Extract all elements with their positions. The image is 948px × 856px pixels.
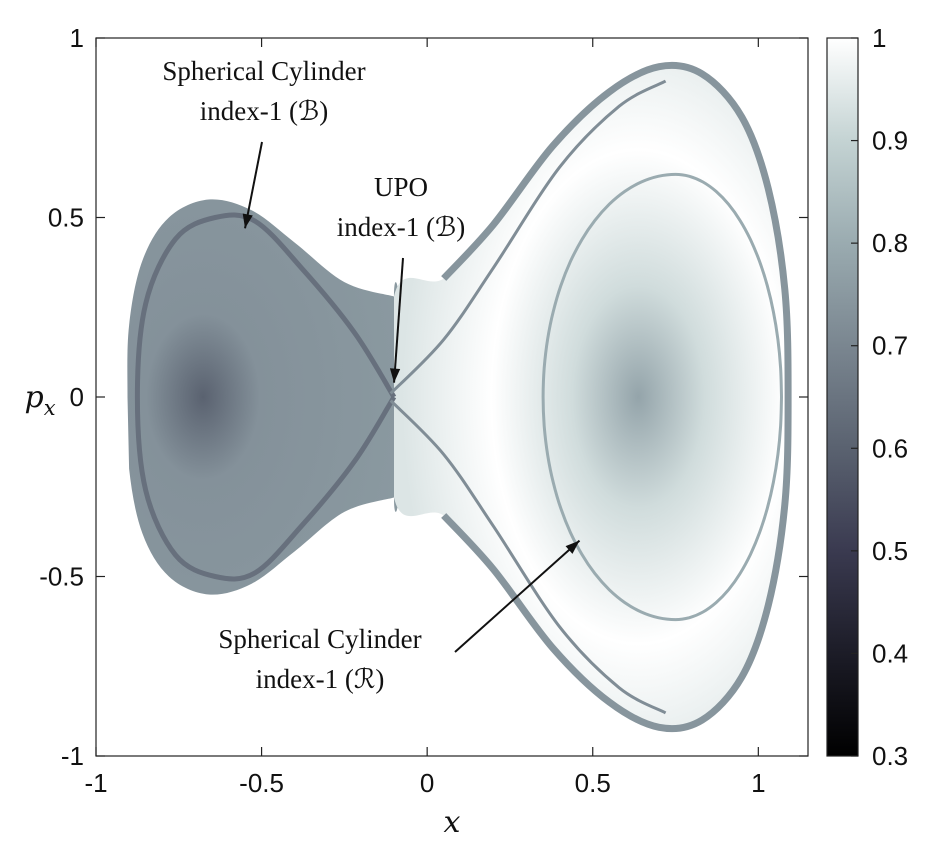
x-ticks: -1 -0.5 0 0.5 1 <box>84 38 766 798</box>
colorbar-tick-label: 0.5 <box>872 536 908 566</box>
right-well-edge-band <box>441 61 792 733</box>
annotation-arrowhead <box>389 368 401 383</box>
x-tick-label: 0.5 <box>575 768 611 798</box>
colorbar-tick-label: 0.8 <box>872 228 908 258</box>
right-well-inner-orbit <box>541 172 784 622</box>
annotation-text: index-1 (ℬ) <box>200 96 328 126</box>
annotation-arrowhead <box>242 213 253 229</box>
separatrix-cross-a <box>389 79 667 395</box>
colorbar-tick-label: 0.6 <box>872 433 908 463</box>
colorbar-tick-label: 0.7 <box>872 331 908 361</box>
colorbar-tick-label: 0.4 <box>872 638 908 668</box>
annotation-arrowhead <box>565 540 580 554</box>
annotations: Spherical Cylinder index-1 (ℬ) UPO index-1 … <box>162 56 581 694</box>
colorbar-tick-label: 0.3 <box>872 741 908 771</box>
annotation-text: index-1 (ℛ) <box>256 664 385 694</box>
annotation-text: Spherical Cylinder <box>162 56 365 86</box>
x-tick-label: 1 <box>751 768 765 798</box>
colorbar <box>826 37 859 757</box>
annotation-text: index-1 (ℬ) <box>337 212 465 242</box>
y-tick-label: -1 <box>61 741 84 771</box>
annotation-text: Spherical Cylinder <box>218 624 421 654</box>
x-axis-label: x <box>444 805 461 840</box>
annotation-arrow <box>454 539 581 653</box>
separatrix-cross-b <box>389 399 667 715</box>
y-tick-label: 0 <box>70 382 84 412</box>
y-tick-label: -0.5 <box>39 562 84 592</box>
x-tick-label: 0 <box>420 768 434 798</box>
annotation-arrow <box>244 141 263 229</box>
x-tick-label: -0.5 <box>239 768 284 798</box>
colorbar-tick-label: 0.9 <box>872 126 908 156</box>
y-tick-label: 1 <box>70 23 84 53</box>
colorbar-ticks: 1 0.9 0.8 0.7 0.6 0.5 0.4 0.3 <box>851 23 908 771</box>
y-tick-label: 0.5 <box>48 203 84 233</box>
x-tick-label: -1 <box>84 768 107 798</box>
colorbar-tick-label: 1 <box>872 23 886 53</box>
y-axis-label: px <box>24 380 55 420</box>
y-ticks: 1 0.5 0 -0.5 -1 <box>39 23 808 771</box>
separatrix-boundary <box>134 212 397 582</box>
annotation-text: UPO <box>374 172 428 202</box>
annotation-arrow <box>393 257 404 383</box>
